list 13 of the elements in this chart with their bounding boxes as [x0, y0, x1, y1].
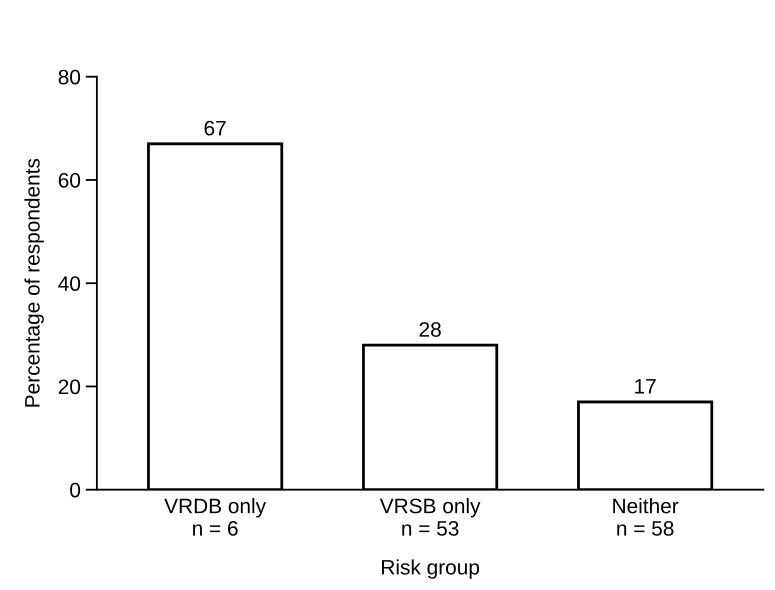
y-tick-label: 0: [70, 482, 80, 498]
x-tick-label: VRDB only n = 6: [164, 498, 266, 536]
x-tick-label: Neither n = 58: [613, 498, 678, 536]
y-tick-label: 60: [58, 172, 80, 188]
y-tick-label: 20: [58, 379, 80, 394]
y-tick-label: 80: [58, 70, 80, 84]
data-label: 28: [420, 322, 441, 337]
x-tick-label: VRSB only n = 53: [380, 498, 480, 536]
y-axis-title: Percentage of respondents: [24, 158, 44, 407]
y-tick-label: 40: [58, 276, 80, 291]
x-axis-title: Risk group: [382, 559, 480, 579]
data-label: 67: [204, 120, 226, 136]
data-label: 17: [635, 379, 656, 394]
